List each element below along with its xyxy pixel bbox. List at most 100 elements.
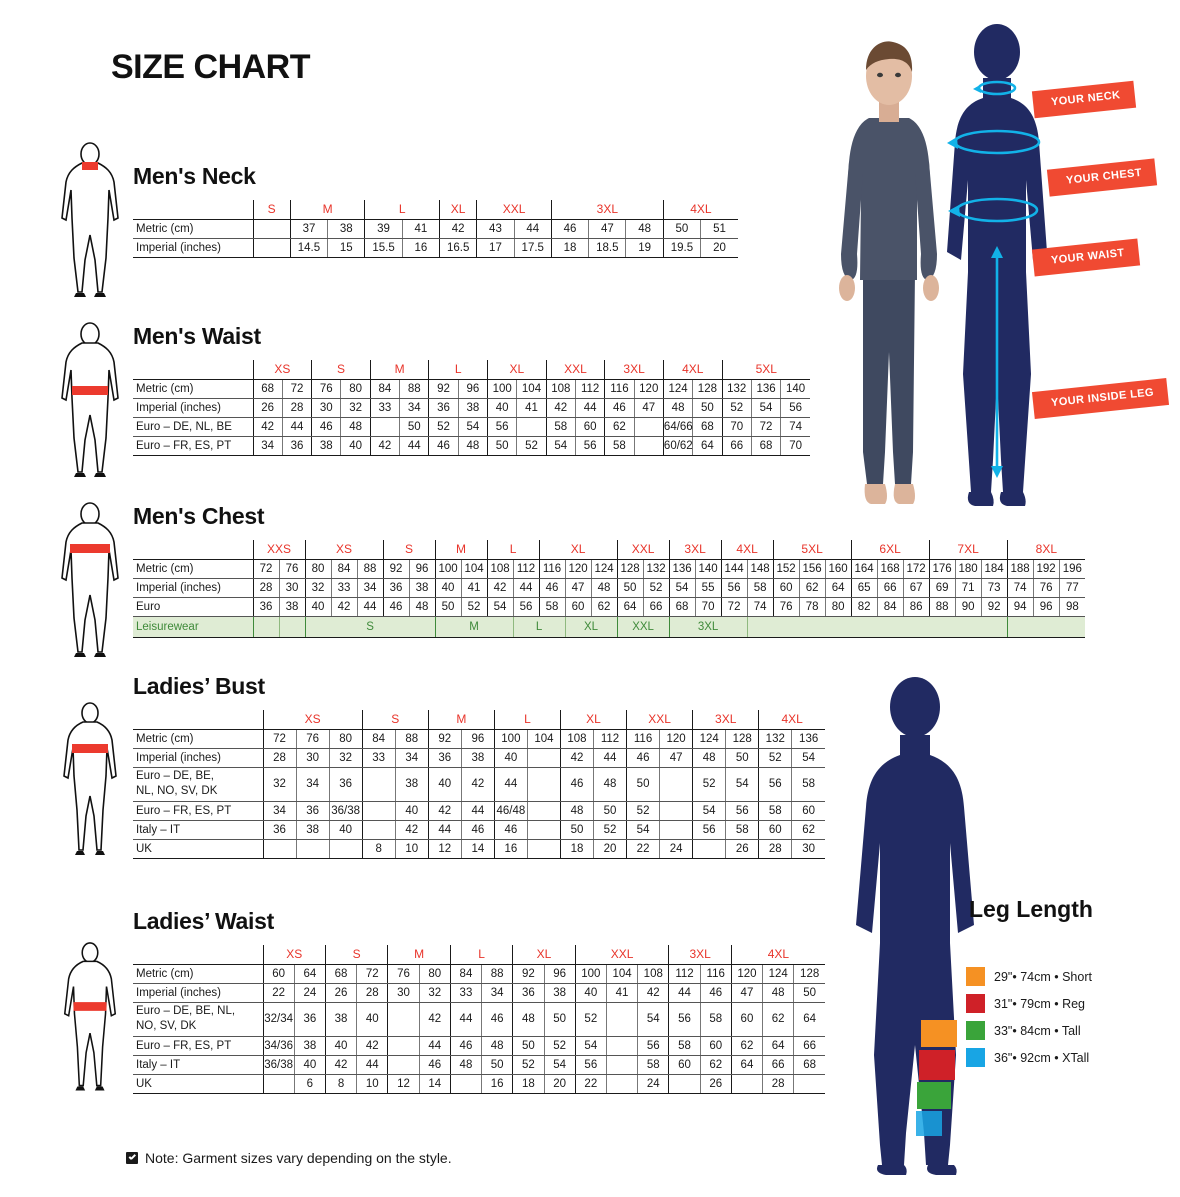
header-corner [133, 360, 253, 380]
data-cell: 60 [730, 1002, 763, 1037]
leisurewear-row: Leisurewear S M L XL XXL 3XL [133, 616, 1086, 638]
data-cell: 38 [408, 578, 436, 598]
measurement-silhouette [947, 24, 1047, 506]
data-cell: 77 [1058, 578, 1086, 598]
section-mens-chest: Men's Chest XXS XS S M L XL XXL 3XL 4XL 5XL 6XL 7XL 8… [133, 503, 1086, 638]
size-header-5xl: 5XL [721, 360, 811, 380]
table-row: Italy – IT 36/38 40 42 44 46 48 50 52 54 56 58 60 62 6… [133, 1055, 826, 1075]
size-header-xs: XS [252, 360, 312, 380]
data-cell: 28 [281, 398, 312, 418]
data-cell: 40 [304, 597, 332, 617]
size-header-3xl: 3XL [668, 540, 722, 560]
data-cell: 50 [559, 820, 594, 840]
table-row: Euro – FR, ES, PT 34 36 38 40 42 44 46 48 50 52 54 5… [133, 436, 811, 456]
data-cell: 17.5 [513, 238, 552, 258]
row-label: Euro – FR, ES, PT [133, 436, 253, 456]
data-cell [516, 417, 547, 437]
data-cell: 128 [692, 379, 723, 399]
table-header-row: S M L XL XXL 3XL 4XL [133, 200, 738, 220]
size-header-l: L [364, 200, 440, 220]
data-cell: 44 [281, 417, 312, 437]
data-cell: 70 [721, 417, 752, 437]
leisurewear-cell [746, 616, 1008, 638]
row-label: Euro [133, 597, 253, 617]
size-header-s: S [252, 200, 291, 220]
data-cell: 98 [1058, 597, 1086, 617]
band-short [921, 1020, 957, 1047]
size-header-xl: XL [512, 945, 576, 965]
data-cell: 42 [356, 1036, 388, 1056]
leisurewear-cell [278, 616, 306, 638]
size-header-m: M [369, 360, 429, 380]
data-cell: 41 [605, 983, 638, 1003]
table-row: Euro – DE, BE, NL, NO, SV, DK 32/34 36 38 40… [133, 1002, 826, 1037]
data-cell [295, 839, 330, 859]
data-cell: 96 [460, 729, 495, 749]
data-cell: 46 [604, 398, 635, 418]
data-cell [692, 839, 726, 859]
data-cell: 52 [692, 767, 726, 802]
data-cell: 44 [668, 983, 701, 1003]
data-cell: 148 [746, 559, 774, 579]
data-cell: 56 [512, 597, 540, 617]
data-cell: 50 [626, 767, 660, 802]
data-cell: 40 [574, 983, 607, 1003]
data-cell: 41 [516, 398, 547, 418]
data-cell: 20 [700, 238, 738, 258]
data-cell: 22 [262, 983, 295, 1003]
data-cell: 48 [449, 1055, 482, 1075]
data-cell: 64 [793, 1002, 826, 1037]
data-cell: 48 [559, 801, 594, 821]
data-cell: 84 [369, 379, 400, 399]
data-cell: 43 [476, 219, 515, 239]
data-cell: 33 [449, 983, 482, 1003]
size-header-xxs: XXS [252, 540, 306, 560]
data-cell: 50 [434, 597, 462, 617]
data-cell: 46 [418, 1055, 451, 1075]
data-cell: 18.5 [588, 238, 626, 258]
size-header-xxl: XXL [616, 540, 670, 560]
data-cell: 120 [730, 964, 763, 984]
data-cell: 46 [382, 597, 410, 617]
data-cell: 68 [750, 436, 781, 456]
data-cell: 73 [980, 578, 1008, 598]
row-label: Euro – DE, NL, BE [133, 417, 253, 437]
size-header-s: S [324, 945, 388, 965]
data-cell: 108 [486, 559, 514, 579]
leisurewear-label: Leisurewear [133, 616, 253, 638]
table-row: Euro – FR, ES, PT 34 36 36/38 40 42 44 46/48 48 5… [133, 801, 825, 821]
size-header-xxl: XXL [574, 945, 669, 965]
data-cell: 36 [281, 436, 312, 456]
data-cell: 50 [662, 219, 701, 239]
data-cell: 38 [460, 748, 495, 768]
data-cell: 20 [543, 1074, 576, 1094]
data-cell: 18 [550, 238, 589, 258]
bust-highlight [72, 744, 108, 753]
data-cell: 80 [328, 729, 363, 749]
band-tall [917, 1082, 951, 1109]
data-cell: 60 [791, 801, 825, 821]
data-cell: 48 [590, 578, 618, 598]
data-cell: 108 [637, 964, 669, 984]
data-cell: 68 [324, 964, 357, 984]
data-cell: 44 [592, 748, 627, 768]
data-cell: 36 [428, 398, 459, 418]
data-cell: 104 [460, 559, 488, 579]
data-cell: 46 [481, 1002, 513, 1037]
data-cell: 38 [324, 1002, 357, 1037]
data-cell: 54 [545, 436, 576, 456]
data-cell: 34 [262, 801, 297, 821]
data-cell: 18 [512, 1074, 544, 1094]
data-cell: 36 [295, 801, 330, 821]
data-cell: 26 [252, 398, 283, 418]
neck-highlight [82, 162, 98, 170]
size-header-7xl: 7XL [928, 540, 1008, 560]
footer-note: Note: Garment sizes vary depending on th… [126, 1150, 452, 1166]
data-cell: 84 [876, 597, 904, 617]
data-cell: 34 [295, 767, 330, 802]
data-cell: 50 [512, 1036, 544, 1056]
data-cell: 168 [876, 559, 904, 579]
table-header-row: XXS XS S M L XL XXL 3XL 4XL 5XL 6XL 7XL 8XL [133, 540, 1086, 560]
data-cell: 56 [780, 398, 811, 418]
data-cell: 28 [252, 578, 279, 598]
